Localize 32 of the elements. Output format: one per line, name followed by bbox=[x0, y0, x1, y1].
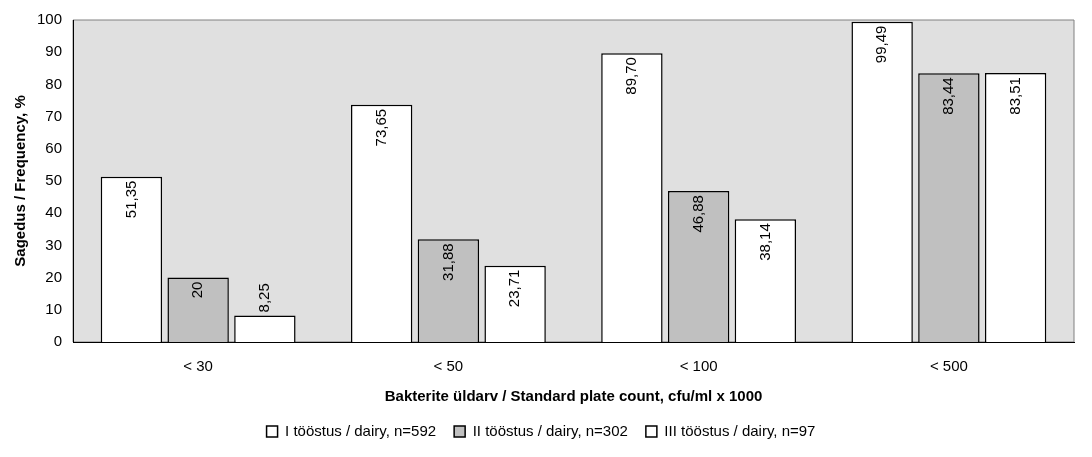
data-label: 46,88 bbox=[688, 195, 706, 233]
y-tick-label: 50 bbox=[45, 171, 63, 189]
y-tick-label: 60 bbox=[45, 138, 63, 156]
data-label: 38,14 bbox=[755, 223, 773, 261]
legend-label: II tööstus / dairy, n=302 bbox=[472, 421, 628, 439]
data-label: 89,70 bbox=[622, 57, 640, 95]
legend-label: III tööstus / dairy, n=97 bbox=[664, 421, 816, 439]
x-tick-label: < 100 bbox=[679, 357, 718, 375]
y-tick-label: 30 bbox=[45, 235, 63, 253]
y-tick-label: 0 bbox=[53, 332, 63, 350]
y-tick-label: 10 bbox=[45, 299, 63, 317]
y-tick-label: 80 bbox=[45, 74, 63, 92]
legend-label: I tööstus / dairy, n=592 bbox=[285, 421, 437, 439]
x-tick-label: < 50 bbox=[433, 357, 464, 375]
y-tick-label: 20 bbox=[45, 267, 63, 285]
x-tick-label: < 500 bbox=[929, 357, 968, 375]
data-label: 51,35 bbox=[121, 180, 139, 219]
y-tick-label: 70 bbox=[45, 106, 63, 124]
data-label: 20 bbox=[188, 281, 206, 299]
data-label: 83,51 bbox=[1005, 77, 1023, 115]
y-tick-label: 40 bbox=[45, 203, 63, 221]
x-tick-label: < 30 bbox=[183, 357, 213, 375]
data-label: 23,71 bbox=[505, 269, 523, 308]
x-axis-title: Bakterite üldarv / Standard plate count, cfu/ml x 1000 bbox=[384, 387, 763, 405]
data-label: 73,65 bbox=[371, 108, 389, 147]
data-label: 99,49 bbox=[872, 25, 890, 64]
data-label: 8,25 bbox=[255, 283, 273, 313]
y-tick-label: 90 bbox=[45, 42, 63, 60]
data-label: 83,44 bbox=[939, 77, 957, 115]
data-label: 31,88 bbox=[438, 243, 456, 281]
y-tick-label: 100 bbox=[37, 10, 63, 28]
y-axis-title: Sagedus / Frequency, % bbox=[11, 95, 29, 267]
